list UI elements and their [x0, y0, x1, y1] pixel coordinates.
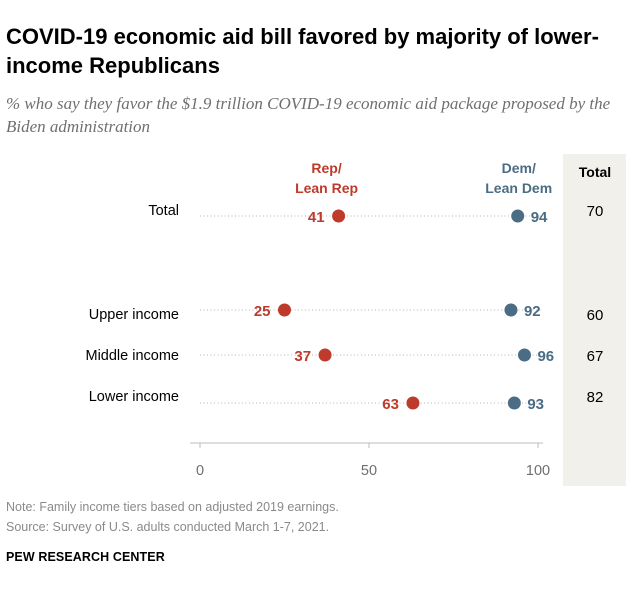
x-tick-label: 100 — [526, 463, 550, 479]
source-text: Source: Survey of U.S. adults conducted … — [6, 520, 330, 534]
note-text: Note: Family income tiers based on adjus… — [6, 500, 339, 514]
total-value: 70 — [587, 203, 604, 220]
series-label: Dem/ — [502, 160, 536, 176]
data-point — [406, 396, 420, 410]
series-label: Rep/ — [311, 160, 341, 176]
data-label: 63 — [382, 396, 399, 413]
data-point — [517, 348, 531, 362]
chart-subtitle: % who say they favor the $1.9 trillion C… — [6, 94, 611, 136]
data-label: 37 — [294, 348, 311, 365]
total-value: 67 — [587, 348, 604, 365]
series-label: Lean Rep — [295, 180, 358, 196]
data-label: 41 — [308, 209, 325, 226]
chart-title: COVID-19 economic aid bill favored by ma… — [6, 24, 599, 78]
category-label: Total — [148, 203, 179, 219]
series-label: Lean Dem — [485, 180, 552, 196]
pew-logo-text: PEW RESEARCH CENTER — [6, 550, 165, 564]
data-point — [511, 209, 525, 223]
category-label: Lower income — [89, 389, 179, 405]
data-point — [504, 303, 518, 317]
dot-plot: Rep/Lean Rep Dem/Lean Dem Total Total 41 94 70… — [86, 154, 626, 486]
data-point — [318, 348, 332, 362]
category-label: Upper income — [89, 307, 179, 323]
data-label: 96 — [537, 348, 554, 365]
total-column-background — [563, 154, 626, 486]
data-label: 94 — [531, 209, 548, 226]
x-tick-label: 0 — [196, 463, 204, 479]
data-point — [507, 396, 521, 410]
total-value: 60 — [587, 307, 604, 324]
data-point — [278, 303, 291, 317]
category-label: Middle income — [86, 348, 180, 364]
data-label: 93 — [527, 396, 544, 413]
data-label: 25 — [254, 303, 271, 320]
total-value: 82 — [587, 389, 604, 406]
total-column-header: Total — [579, 164, 611, 180]
data-label: 92 — [524, 303, 541, 320]
x-tick-label: 50 — [361, 463, 377, 479]
data-point — [332, 209, 346, 223]
